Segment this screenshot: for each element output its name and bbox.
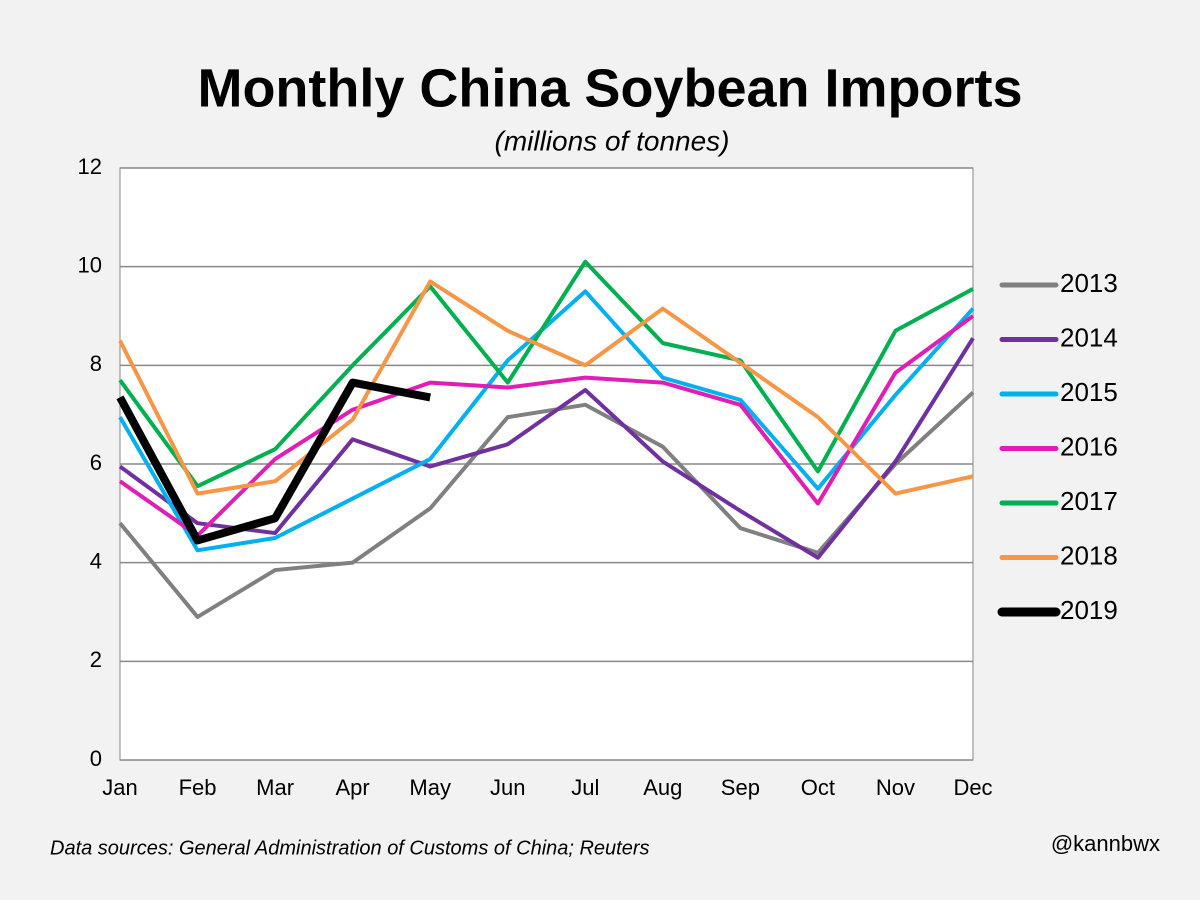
y-tick-label: 4 bbox=[90, 548, 102, 573]
chart-subtitle: (millions of tonnes) bbox=[495, 125, 730, 156]
legend-label: 2017 bbox=[1060, 486, 1118, 516]
y-tick-label: 8 bbox=[90, 351, 102, 376]
series-line bbox=[118, 390, 975, 619]
y-tick-label: 12 bbox=[78, 154, 102, 179]
x-tick-label: Jun bbox=[490, 775, 525, 800]
legend-label: 2019 bbox=[1060, 595, 1118, 625]
x-tick-label: Oct bbox=[801, 775, 835, 800]
x-tick-label: Jan bbox=[102, 775, 137, 800]
x-tick-label: Jul bbox=[571, 775, 599, 800]
x-tick-label: Dec bbox=[953, 775, 992, 800]
series-line bbox=[118, 259, 974, 489]
source-note: Data sources: General Administration of … bbox=[50, 837, 650, 859]
y-tick-label: 10 bbox=[78, 252, 102, 277]
x-tick-label: May bbox=[409, 775, 451, 800]
legend-label: 2015 bbox=[1060, 377, 1118, 407]
y-tick-label: 0 bbox=[90, 746, 102, 771]
series-line bbox=[118, 314, 975, 538]
chart-title: Monthly China Soybean Imports bbox=[197, 58, 1022, 118]
legend-label: 2016 bbox=[1060, 431, 1118, 461]
legend-label: 2013 bbox=[1060, 268, 1118, 298]
x-tick-label: Aug bbox=[643, 775, 682, 800]
y-tick-label: 2 bbox=[90, 647, 102, 672]
x-tick-label: Sep bbox=[721, 775, 760, 800]
x-tick-label: Nov bbox=[876, 775, 915, 800]
legend-label: 2014 bbox=[1060, 322, 1118, 352]
series-line bbox=[116, 378, 431, 545]
series-line bbox=[118, 279, 974, 496]
legend-label: 2018 bbox=[1060, 540, 1118, 570]
y-tick-label: 6 bbox=[90, 450, 102, 475]
x-tick-label: Feb bbox=[179, 775, 217, 800]
series-line bbox=[118, 337, 975, 560]
x-tick-label: Apr bbox=[336, 775, 370, 800]
x-tick-label: Mar bbox=[256, 775, 294, 800]
credit: @kannbwx bbox=[1051, 831, 1160, 856]
